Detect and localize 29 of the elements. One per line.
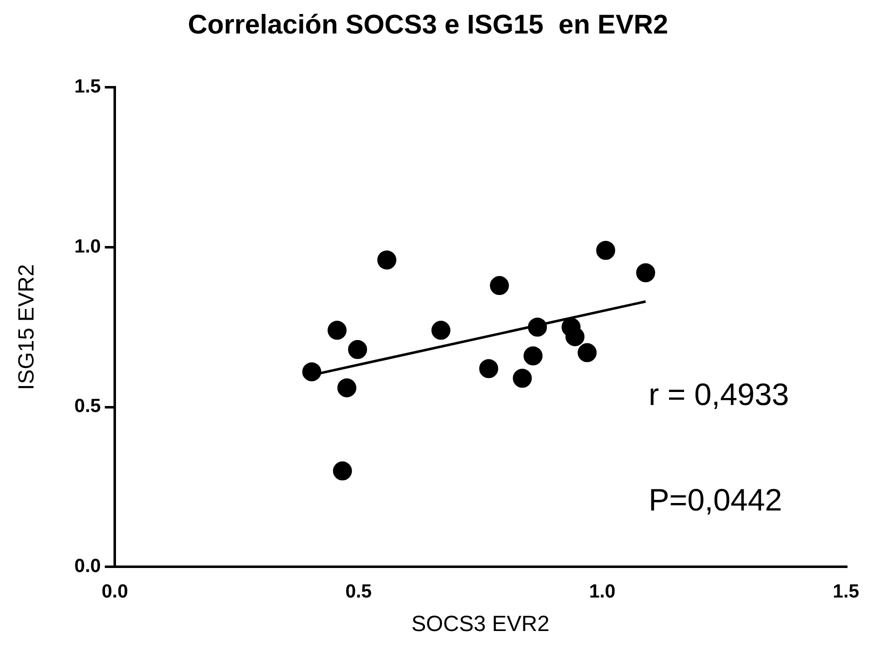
point xyxy=(578,343,597,362)
point xyxy=(490,276,509,296)
point xyxy=(332,461,352,480)
point xyxy=(377,250,396,270)
chart-title: Correlación SOCS3 e ISG15 en EVR2 xyxy=(188,10,668,40)
y-tick-label: 1.5 xyxy=(74,76,102,98)
x-tick-label: 0.5 xyxy=(345,581,372,602)
point xyxy=(636,263,656,282)
point xyxy=(565,327,584,346)
annotation: r = 0,4933 xyxy=(648,377,790,412)
point xyxy=(337,378,356,398)
y-tick-label: 0.0 xyxy=(74,556,101,578)
point xyxy=(328,320,347,340)
point xyxy=(528,318,547,337)
x-axis-title: SOCS3 EVR2 xyxy=(411,610,550,636)
y-tick-label: 0.5 xyxy=(74,396,102,418)
point xyxy=(512,368,532,388)
point xyxy=(302,362,322,382)
annotation: P=0,0442 xyxy=(648,482,782,518)
x-tick-label: 1.0 xyxy=(589,581,616,602)
point xyxy=(524,346,543,366)
y-axis-title: ISG15 EVR2 xyxy=(13,264,38,390)
x-tick-label: 1.5 xyxy=(832,581,860,602)
point xyxy=(479,359,498,378)
point xyxy=(431,320,450,340)
y-tick-label: 1.0 xyxy=(74,236,101,258)
point xyxy=(348,340,368,359)
point xyxy=(596,240,616,260)
x-tick-label: 0.0 xyxy=(102,581,128,602)
